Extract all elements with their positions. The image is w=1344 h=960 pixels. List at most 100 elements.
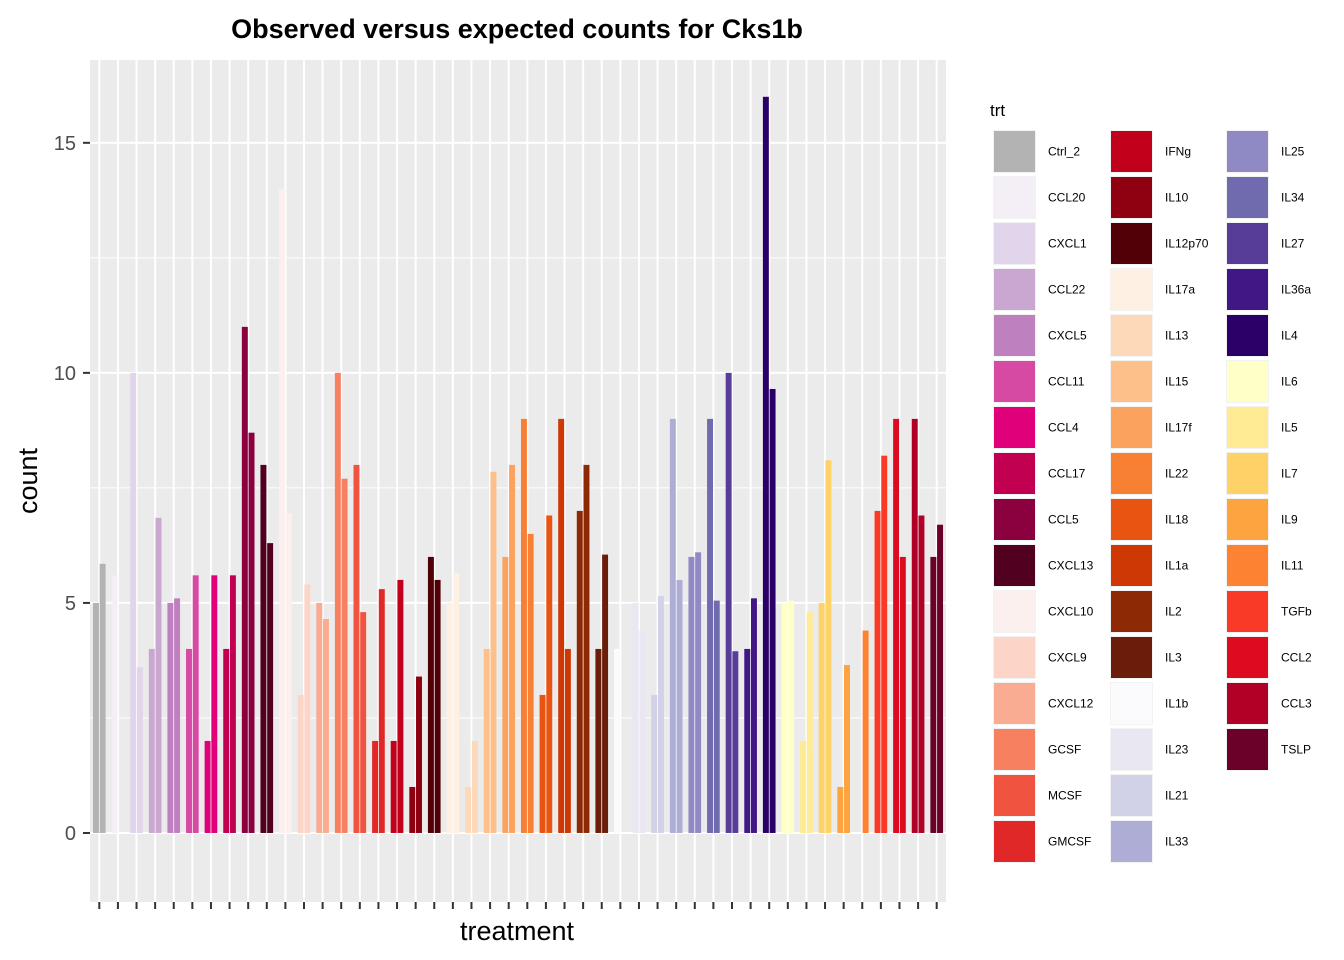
legend-label-cxcl1: CXCL1: [1048, 237, 1087, 251]
legend-label-ccl17: CCL17: [1048, 467, 1086, 481]
legend-swatch-il27: [1227, 223, 1268, 264]
bar-il5-expected: [806, 612, 813, 833]
bar-ccl17-expected: [229, 575, 236, 833]
legend-swatch-il1a: [1111, 545, 1152, 586]
legend-swatch-il17a: [1111, 269, 1152, 310]
bar-il1a-observed: [558, 418, 565, 833]
bar-il12p70-expected: [434, 579, 441, 833]
legend-swatch-il5: [1227, 407, 1268, 448]
legend-label-il13: IL13: [1165, 329, 1189, 343]
bar-tslp-observed: [930, 556, 937, 833]
bar-il34-expected: [713, 600, 720, 833]
bar-il7-observed: [818, 602, 825, 833]
legend: trt Ctrl_2 CCL20 CXCL1 CCL22 CXCL5 CCL11 CCL4 C…: [990, 101, 1312, 863]
bar-gcsf-expected: [341, 478, 348, 833]
legend-swatch-ccl4: [994, 407, 1035, 448]
bar-cxcl5-observed: [167, 602, 174, 833]
legend-label-cxcl10: CXCL10: [1048, 605, 1094, 619]
legend-label-il22: IL22: [1165, 467, 1189, 481]
bar-cxcl1-expected: [136, 667, 143, 833]
bar-il12p70-observed: [427, 556, 434, 833]
bar-cxcl10-observed: [279, 188, 286, 833]
bar-il17a-observed: [446, 602, 453, 833]
legend-label-il11: IL11: [1281, 559, 1304, 573]
bar-il22-expected: [527, 533, 534, 833]
bar-il17f-expected: [509, 464, 516, 833]
legend-label-il33: IL33: [1165, 835, 1189, 849]
legend-swatch-ifng: [1111, 131, 1152, 172]
legend-label-ccl4: CCL4: [1048, 421, 1079, 435]
bar-tslp-expected: [937, 524, 944, 833]
legend-swatch-cxcl12: [994, 683, 1035, 724]
bar-ifng-expected: [397, 579, 404, 833]
bar-il10-observed: [409, 786, 416, 833]
legend-label-gmcsf: GMCSF: [1048, 835, 1091, 849]
y-tick-label: 10: [54, 363, 76, 385]
bar-il7-expected: [825, 460, 832, 833]
legend-label-il3: IL3: [1165, 651, 1182, 665]
legend-swatch-cxcl10: [994, 591, 1035, 632]
legend-swatch-il23: [1111, 729, 1152, 770]
legend-label-il2: IL2: [1165, 605, 1182, 619]
legend-swatch-tgfb: [1227, 591, 1268, 632]
legend-swatch-cxcl9: [994, 637, 1035, 678]
bar-il17a-expected: [453, 573, 460, 833]
legend-label-tgfb: TGFb: [1281, 605, 1312, 619]
legend-label-cxcl12: CXCL12: [1048, 697, 1094, 711]
legend-label-il1b: IL1b: [1165, 697, 1189, 711]
legend-label-il17a: IL17a: [1165, 283, 1195, 297]
bar-il3-expected: [602, 554, 609, 833]
legend-swatch-cxcl13: [994, 545, 1035, 586]
bar-ccl20-observed: [111, 575, 118, 833]
legend-swatch-ctrl-2: [994, 131, 1035, 172]
bar-il25-expected: [695, 552, 702, 833]
bar-tgfb-observed: [874, 510, 881, 833]
legend-swatch-il33: [1111, 821, 1152, 862]
legend-label-il5: IL5: [1281, 421, 1298, 435]
legend-swatch-il12p70: [1111, 223, 1152, 264]
bar-il11-expected: [862, 630, 869, 833]
y-tick-label: 0: [65, 823, 76, 845]
bar-il1a-expected: [564, 648, 571, 833]
legend-swatch-il10: [1111, 177, 1152, 218]
bar-tgfb-expected: [881, 455, 888, 833]
legend-swatch-ccl2: [1227, 637, 1268, 678]
bar-il27-expected: [732, 651, 739, 833]
bar-gcsf-observed: [334, 372, 341, 833]
bar-ccl2-expected: [899, 556, 906, 833]
legend-label-il12p70: IL12p70: [1165, 237, 1209, 251]
legend-label-il27: IL27: [1281, 237, 1305, 251]
legend-swatch-il1b: [1111, 683, 1152, 724]
legend-swatch-il18: [1111, 499, 1152, 540]
bar-il27-observed: [725, 372, 732, 833]
bar-cxcl13-expected: [267, 543, 274, 833]
legend-swatch-il4: [1227, 315, 1268, 356]
bar-il15-observed: [483, 648, 490, 833]
legend-label-il4: IL4: [1281, 329, 1298, 343]
bar-il21-expected: [657, 596, 664, 833]
bar-ccl22-observed: [148, 648, 155, 833]
legend-label-il1a: IL1a: [1165, 559, 1189, 573]
legend-label-il25: IL25: [1281, 145, 1305, 159]
bar-ccl3-observed: [911, 418, 918, 833]
bar-il13-expected: [471, 740, 478, 833]
bar-ccl4-observed: [204, 740, 211, 833]
legend-swatch-gcsf: [994, 729, 1035, 770]
legend-label-cxcl13: CXCL13: [1048, 559, 1094, 573]
bar-il13-observed: [465, 786, 472, 833]
legend-label-il18: IL18: [1165, 513, 1189, 527]
bar-cxcl1-observed: [130, 372, 137, 833]
grid-lines: [90, 60, 946, 902]
bar-il33-observed: [669, 418, 676, 833]
legend-swatch-tslp: [1227, 729, 1268, 770]
legend-swatch-cxcl1: [994, 223, 1035, 264]
legend-title: trt: [990, 101, 1005, 120]
bar-il18-observed: [539, 694, 546, 833]
legend-label-gcsf: GCSF: [1048, 743, 1081, 757]
legend-label-mcsf: MCSF: [1048, 789, 1082, 803]
bar-il36a-observed: [744, 648, 751, 833]
bar-ccl5-observed: [241, 326, 248, 833]
bar-il25-observed: [688, 556, 695, 833]
bar-il33-expected: [676, 579, 683, 833]
bar-il4-observed: [762, 96, 769, 833]
